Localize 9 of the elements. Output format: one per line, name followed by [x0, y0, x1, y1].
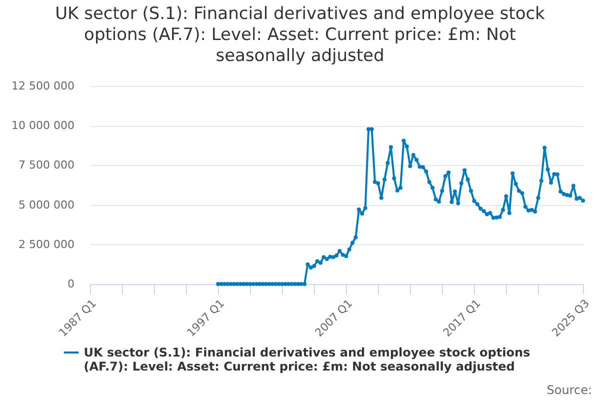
y-tick-label: 0 — [68, 278, 74, 290]
chart-title: UK sector (S.1): Financial derivatives and employee stock options (AF.7): Level: Asset: Current price: £m: Not seasonally adjusted — [55, 4, 546, 66]
legend-label: UK sector (S.1): Financial derivatives and employee stock options (AF.7): Level: Asset: Current price: £m: Not seasonally adjusted — [84, 346, 530, 374]
y-tick-label: 12 500 000 — [12, 80, 74, 92]
y-tick-label: 7 500 000 — [18, 158, 74, 172]
y-tick-label: 2 500 000 — [18, 238, 74, 251]
y-tick-label: 10 000 000 — [12, 119, 74, 132]
source-note: Source: — [546, 383, 592, 397]
y-tick-label: 5 000 000 — [18, 198, 74, 212]
